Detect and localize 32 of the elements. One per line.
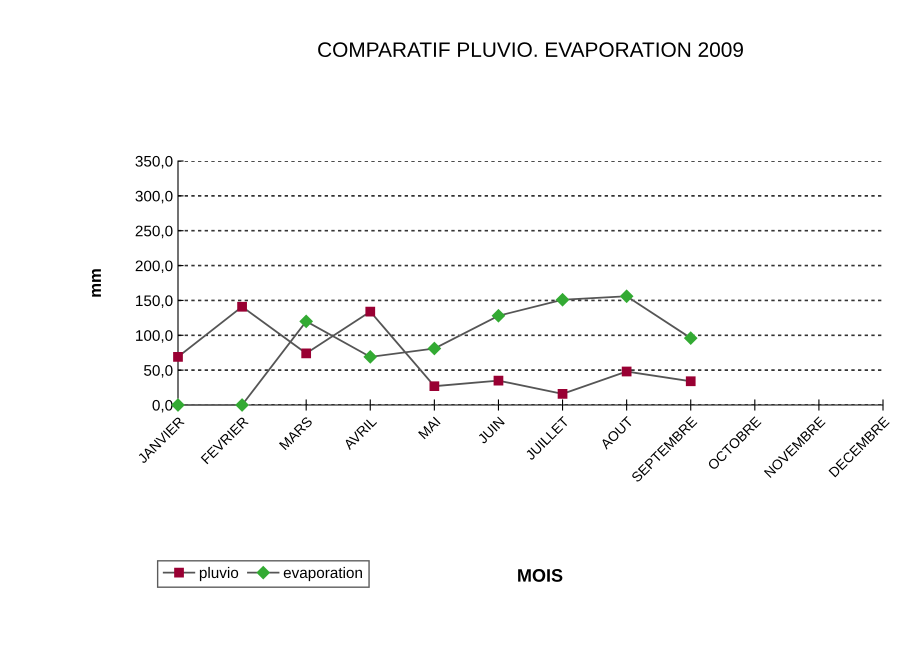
x-axis-title: MOIS	[518, 569, 562, 582]
y-tick-label: 350,0	[135, 156, 173, 168]
y-tick-label: 250,0	[136, 226, 173, 238]
y-tick-label: 150,0	[136, 295, 173, 308]
point	[556, 293, 570, 306]
point	[686, 376, 696, 386]
point	[558, 388, 568, 399]
point	[173, 352, 183, 362]
legend-label: evaporation	[284, 566, 362, 582]
point	[622, 366, 632, 376]
point	[237, 302, 247, 312]
point	[301, 348, 312, 358]
point	[494, 376, 504, 386]
point	[364, 350, 377, 364]
point	[428, 342, 441, 356]
y-tick-label: 50,0	[144, 365, 173, 378]
point	[620, 290, 634, 303]
point	[300, 314, 313, 328]
point	[365, 306, 376, 316]
point	[171, 398, 185, 412]
y-axis-title: mm	[92, 269, 101, 297]
point	[236, 398, 249, 412]
y-tick-label: 300,0	[135, 190, 173, 204]
point	[684, 331, 698, 345]
y-tick-label: 200,0	[136, 260, 173, 274]
x-tick-label: MAI	[418, 416, 441, 440]
y-tick-label: 100,0	[136, 330, 173, 343]
legend-label: pluvio	[200, 566, 238, 582]
point	[492, 309, 506, 322]
y-tick-label: 0,0	[152, 400, 173, 412]
chart-title: COMPARATIF PLUVIO. EVAPORATION 2009	[318, 42, 743, 58]
point	[430, 381, 440, 392]
